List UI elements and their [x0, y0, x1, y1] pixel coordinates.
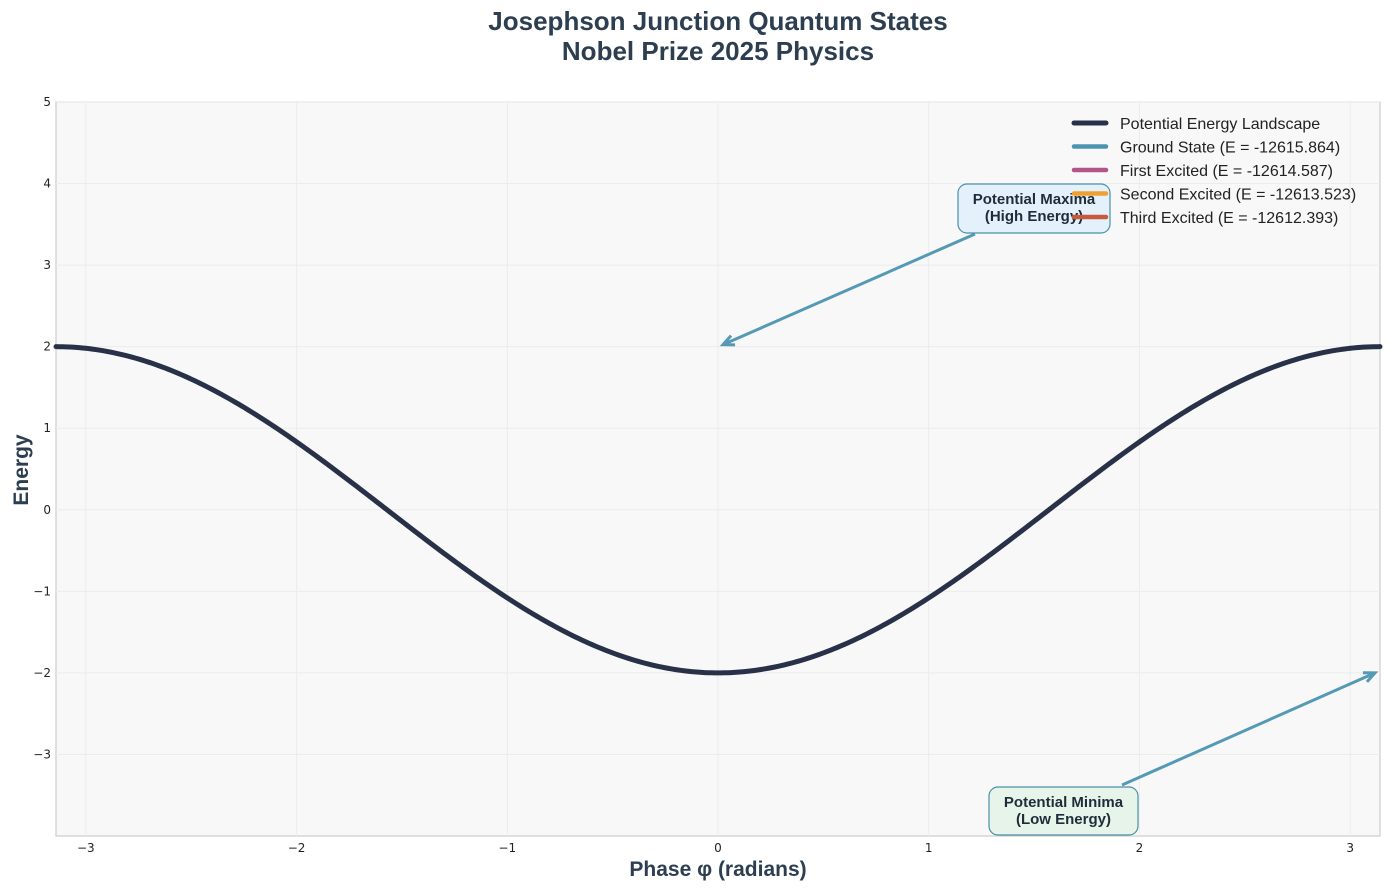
y-tick-label: 1 [43, 421, 51, 435]
legend-item: Ground State (E = -12615.864) [1071, 140, 1340, 157]
y-tick-label: −1 [33, 584, 51, 598]
legend-item: Potential Energy Landscape [1071, 116, 1320, 133]
x-tick-label: −2 [288, 841, 306, 855]
annotation-arrow [722, 232, 976, 347]
y-axis-label: Energy [10, 434, 33, 506]
y-tick-label: 0 [43, 503, 51, 517]
annotation-minima: Potential Minima(Low Energy) [988, 671, 1379, 836]
legend-label: Second Excited (E = -12613.523) [1120, 187, 1356, 204]
annotation-maxima: Potential Maxima(High Energy) [719, 183, 1111, 347]
annotation-text: (High Energy) [985, 208, 1083, 225]
axis-ticks: −3 −2 −1 0 1 2 3 −3 −2 −1 0 1 2 3 4 5 [33, 95, 1354, 855]
annotation-text: (Low Energy) [1016, 811, 1111, 828]
x-tick-label: −3 [77, 841, 95, 855]
y-tick-label: 3 [43, 258, 51, 272]
y-tick-label: −2 [33, 666, 51, 680]
chart-title-line-1: Josephson Junction Quantum States [488, 6, 947, 36]
y-tick-label: 2 [43, 340, 51, 354]
series-line-potential-energy [53, 344, 1383, 676]
annotation-box [988, 786, 1139, 836]
legend: Potential Energy Landscape Ground State (… [1071, 116, 1356, 227]
annotation-text: Potential Maxima [973, 191, 1096, 208]
arrow-head-icon [1362, 671, 1379, 683]
x-tick-label: 2 [1136, 841, 1144, 855]
x-tick-label: 0 [714, 841, 722, 855]
series-layer [53, 344, 1383, 676]
annotation-text: Potential Minima [1004, 794, 1124, 811]
annotations: Potential Maxima(High Energy)Potential M… [719, 183, 1379, 836]
annotation-arrow [1121, 671, 1376, 787]
x-tick-label: −1 [498, 841, 516, 855]
legend-label: Third Excited (E = -12612.393) [1120, 210, 1338, 227]
x-tick-label: 1 [925, 841, 933, 855]
chart-title-line-2: Nobel Prize 2025 Physics [562, 36, 874, 66]
y-tick-label: 4 [43, 177, 51, 191]
legend-item: Second Excited (E = -12613.523) [1071, 187, 1356, 204]
legend-item: Third Excited (E = -12612.393) [1071, 210, 1338, 227]
legend-label: First Excited (E = -12614.587) [1120, 163, 1333, 180]
x-axis-label: Phase φ (radians) [629, 858, 806, 881]
y-tick-label: −3 [33, 747, 51, 761]
y-tick-label: 5 [43, 95, 51, 109]
annotation-box [957, 183, 1111, 234]
legend-label: Ground State (E = -12615.864) [1120, 140, 1340, 157]
legend-label: Potential Energy Landscape [1120, 116, 1320, 133]
x-tick-label: 3 [1346, 841, 1354, 855]
arrow-head-icon [719, 334, 736, 347]
legend-item: First Excited (E = -12614.587) [1071, 163, 1333, 180]
